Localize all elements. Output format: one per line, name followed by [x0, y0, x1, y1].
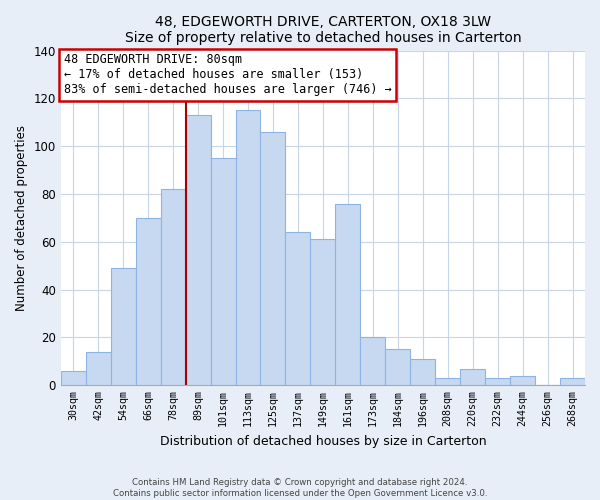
- Text: Contains HM Land Registry data © Crown copyright and database right 2024.
Contai: Contains HM Land Registry data © Crown c…: [113, 478, 487, 498]
- X-axis label: Distribution of detached houses by size in Carterton: Distribution of detached houses by size …: [160, 434, 486, 448]
- Text: 48 EDGEWORTH DRIVE: 80sqm
← 17% of detached houses are smaller (153)
83% of semi: 48 EDGEWORTH DRIVE: 80sqm ← 17% of detac…: [64, 54, 391, 96]
- Bar: [310, 240, 335, 386]
- Bar: [86, 352, 111, 386]
- Bar: [560, 378, 585, 386]
- Bar: [260, 132, 286, 386]
- Bar: [61, 371, 86, 386]
- Bar: [435, 378, 460, 386]
- Bar: [286, 232, 310, 386]
- Y-axis label: Number of detached properties: Number of detached properties: [15, 125, 28, 311]
- Bar: [510, 376, 535, 386]
- Bar: [111, 268, 136, 386]
- Bar: [410, 359, 435, 386]
- Bar: [335, 204, 361, 386]
- Bar: [385, 350, 410, 386]
- Bar: [485, 378, 510, 386]
- Bar: [211, 158, 236, 386]
- Bar: [161, 189, 185, 386]
- Bar: [236, 110, 260, 386]
- Bar: [460, 368, 485, 386]
- Bar: [185, 115, 211, 386]
- Bar: [361, 338, 385, 386]
- Title: 48, EDGEWORTH DRIVE, CARTERTON, OX18 3LW
Size of property relative to detached h: 48, EDGEWORTH DRIVE, CARTERTON, OX18 3LW…: [125, 15, 521, 45]
- Bar: [136, 218, 161, 386]
